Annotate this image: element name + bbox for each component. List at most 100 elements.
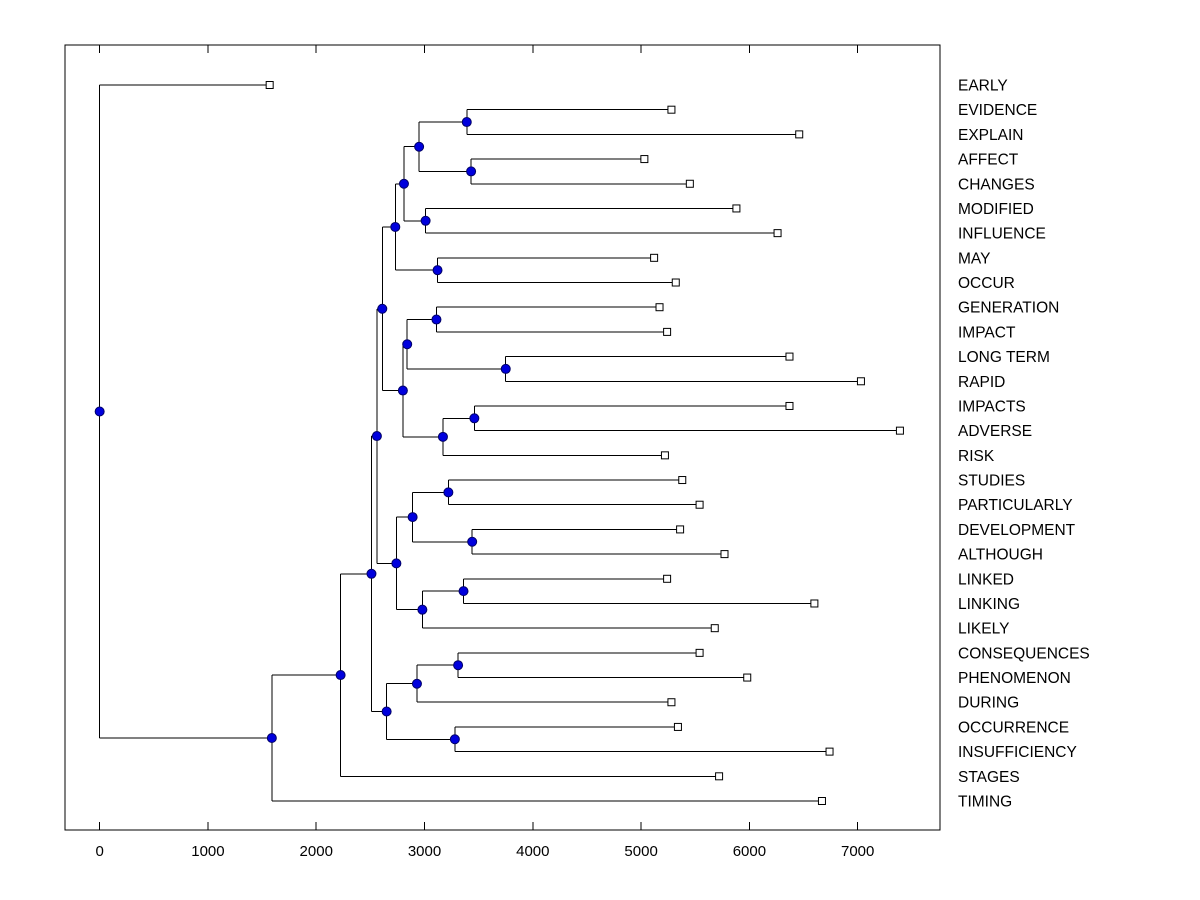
- leaf-marker: [667, 105, 676, 114]
- x-tick-label: 1000: [191, 843, 224, 860]
- leaf-label: DURING: [958, 695, 1019, 712]
- leaf-marker: [785, 401, 794, 410]
- internal-node-marker: [371, 431, 382, 442]
- leaf-label: DEVELOPMENT: [958, 522, 1076, 539]
- leaf-label: EARLY: [958, 78, 1008, 95]
- leaf-label: OCCURRENCE: [958, 719, 1069, 736]
- leaf-marker: [695, 500, 704, 509]
- leaf-marker: [663, 327, 672, 336]
- internal-node-marker: [467, 536, 478, 547]
- internal-node-marker: [390, 221, 401, 232]
- internal-node-marker: [94, 406, 105, 417]
- leaf-label: PARTICULARLY: [958, 497, 1073, 514]
- internal-node-marker: [381, 706, 392, 717]
- internal-node-marker: [411, 678, 422, 689]
- internal-node-marker: [420, 215, 431, 226]
- x-tick-label: 4000: [516, 843, 549, 860]
- internal-node-marker: [391, 558, 402, 569]
- leaf-marker: [676, 525, 685, 534]
- leaf-label: IMPACT: [958, 324, 1016, 341]
- internal-node-marker: [453, 660, 464, 671]
- leaf-label: IMPACTS: [958, 398, 1026, 415]
- leaf-label: MODIFIED: [958, 201, 1034, 218]
- leaf-marker: [678, 476, 687, 485]
- leaf-label: STUDIES: [958, 473, 1025, 490]
- leaf-marker: [720, 550, 729, 559]
- internal-node-marker: [431, 314, 442, 325]
- leaf-label: LINKED: [958, 571, 1014, 588]
- leaf-marker: [673, 722, 682, 731]
- internal-node-marker: [469, 413, 480, 424]
- leaf-label: INFLUENCE: [958, 226, 1046, 243]
- leaf-marker: [732, 204, 741, 213]
- leaf-marker: [773, 229, 782, 238]
- internal-node-marker: [366, 568, 377, 579]
- leaf-label: OCCUR: [958, 275, 1015, 292]
- axis-box: [64, 44, 941, 831]
- leaf-marker: [817, 797, 826, 805]
- leaf-label: LINKING: [958, 596, 1020, 613]
- leaf-marker: [710, 624, 719, 633]
- leaf-label: AFFECT: [958, 152, 1019, 169]
- leaf-marker: [663, 574, 672, 583]
- internal-node-marker: [461, 117, 472, 128]
- leaf-marker: [785, 352, 794, 361]
- leaf-label: RAPID: [958, 374, 1005, 391]
- internal-node-marker: [458, 586, 469, 597]
- internal-node-marker: [500, 363, 511, 374]
- internal-node-marker: [414, 141, 425, 152]
- leaf-marker: [650, 253, 659, 262]
- leaf-marker: [667, 698, 676, 707]
- x-tick-label: 2000: [300, 843, 333, 860]
- leaf-label: LONG TERM: [958, 349, 1050, 366]
- internal-node-marker: [398, 178, 409, 189]
- internal-node-marker: [449, 734, 460, 745]
- leaf-label: CONSEQUENCES: [958, 645, 1090, 662]
- leaf-marker: [810, 599, 819, 608]
- internal-node-marker: [402, 339, 413, 350]
- leaf-label: EXPLAIN: [958, 127, 1023, 144]
- leaf-label: GENERATION: [958, 300, 1059, 317]
- leaf-marker: [795, 130, 804, 139]
- leaf-marker: [660, 451, 669, 460]
- internal-node-marker: [335, 670, 346, 681]
- leaf-marker: [640, 155, 649, 164]
- leaf-label: CHANGES: [958, 176, 1035, 193]
- leaf-label: INSUFFICIENCY: [958, 744, 1077, 761]
- leaf-marker: [743, 673, 752, 682]
- internal-node-marker: [417, 604, 428, 615]
- leaf-label: TIMING: [958, 794, 1012, 811]
- x-tick-label: 7000: [841, 843, 874, 860]
- x-tick-label: 3000: [408, 843, 441, 860]
- x-tick-label: 6000: [733, 843, 766, 860]
- leaf-label: RISK: [958, 448, 995, 465]
- leaf-label: ALTHOUGH: [958, 547, 1043, 564]
- leaf-marker: [695, 648, 704, 657]
- leaf-label: PHENOMENON: [958, 670, 1071, 687]
- leaf-marker: [856, 377, 865, 386]
- leaf-marker: [895, 426, 904, 435]
- internal-node-marker: [397, 385, 408, 396]
- leaf-label: ADVERSE: [958, 423, 1032, 440]
- leaf-label: LIKELY: [958, 621, 1009, 638]
- leaf-label: STAGES: [958, 769, 1020, 786]
- leaf-marker: [715, 772, 724, 781]
- internal-node-marker: [377, 303, 388, 314]
- leaf-marker: [825, 747, 834, 756]
- leaf-label: MAY: [958, 250, 990, 267]
- internal-node-marker: [466, 166, 477, 177]
- leaf-marker: [671, 278, 680, 287]
- leaf-marker: [685, 179, 694, 188]
- internal-node-marker: [443, 487, 454, 498]
- leaf-marker: [265, 81, 274, 89]
- leaf-label: EVIDENCE: [958, 102, 1037, 119]
- internal-node-marker: [407, 512, 418, 523]
- leaf-marker: [655, 303, 664, 312]
- internal-node-marker: [432, 265, 443, 276]
- internal-node-marker: [437, 431, 448, 442]
- internal-node-marker: [266, 733, 277, 744]
- x-tick-label: 0: [95, 843, 103, 860]
- x-tick-label: 5000: [624, 843, 657, 860]
